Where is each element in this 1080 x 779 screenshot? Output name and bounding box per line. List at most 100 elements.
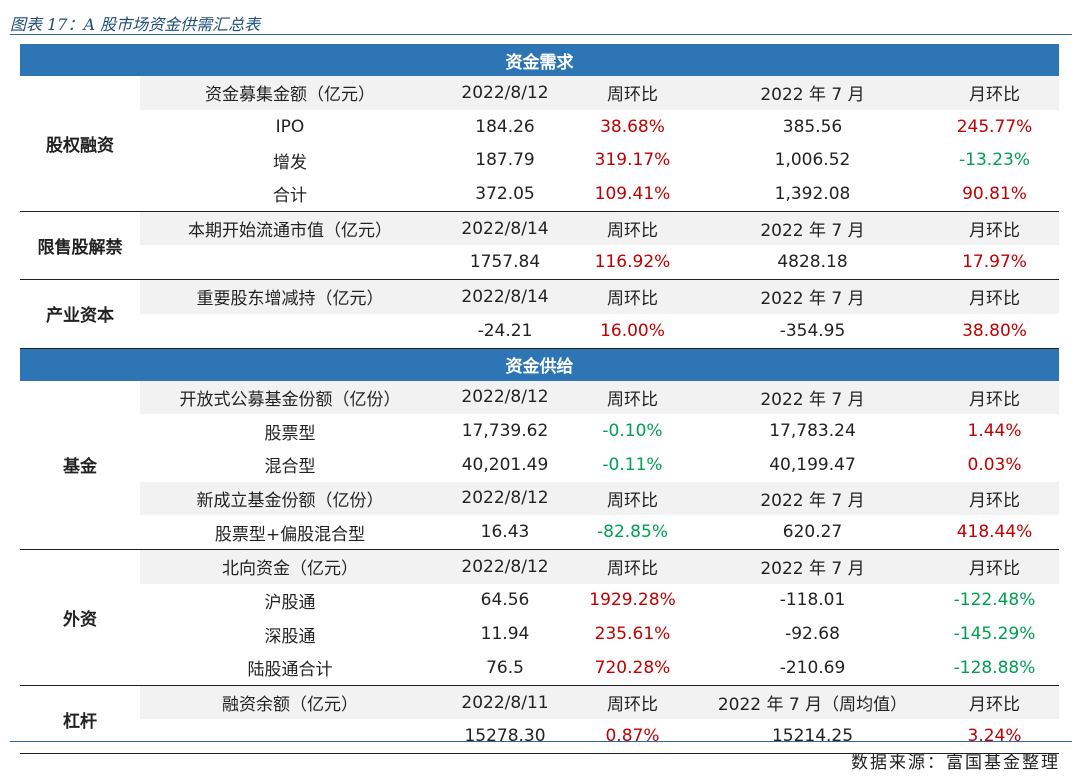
column-header-cell: 月环比	[930, 481, 1060, 516]
table-cell: 15278.30	[440, 719, 570, 755]
group-label: 股权融资	[20, 76, 140, 212]
table-cell: -128.88%	[930, 651, 1060, 686]
section-heading: 资金需求	[20, 44, 1060, 76]
table-row: 股票型+偏股混合型 16.43 -82.85% 620.27 418.44%	[20, 515, 1060, 550]
table-row: -24.21 16.00% -354.95 38.80%	[20, 313, 1060, 349]
column-header-cell: 周环比	[570, 380, 695, 415]
table-cell: 17,739.62	[461, 421, 549, 442]
subheader-row: 外资 北向资金（亿元） 2022/8/12 周环比 2022 年 7 月月环比	[20, 549, 1060, 686]
table-cell: 增发	[273, 152, 307, 173]
table-cell: 418.44%	[930, 515, 1060, 550]
column-header-cell: 月环比	[930, 549, 1060, 584]
table-cell: 40,199.47	[769, 454, 856, 475]
column-header-cell: 2022 年 7 月	[695, 380, 930, 415]
column-header-cell: 2022 年 7 月	[695, 481, 930, 516]
table-row: 1757.84 116.92% 4828.18 17.97%	[20, 245, 1060, 281]
column-header-cell: 2022 年 7 月（周均值）	[695, 685, 930, 720]
table-row: 增发 187.79 319.17% 1,006.52 -13.23%	[20, 143, 1059, 177]
table-cell: 股票型	[264, 423, 316, 444]
column-header-cell: 2022/8/12	[440, 549, 570, 584]
table-cell: 1,006.52	[774, 150, 851, 171]
table-cell: 17,783.24	[769, 421, 856, 442]
figure-title: 图表 17：A 股市场资金供需汇总表	[10, 15, 261, 34]
table-cell: 187.79	[475, 150, 535, 171]
table-cell: 620.27	[695, 515, 930, 550]
table-cell: 76.5	[440, 651, 570, 686]
table-cell: 116.92%	[570, 245, 695, 281]
table-cell: 合计	[140, 177, 440, 212]
group-label: 基金	[20, 380, 140, 550]
column-header-cell: 2022/8/12	[440, 76, 570, 110]
column-header-cell: 周环比	[570, 481, 695, 516]
subheader-row: 基金 开放式公募基金份额（亿份） 2022/8/12 周环比 2022 年 7 月月环比	[20, 380, 1060, 550]
table-cell: IPO	[275, 116, 305, 137]
table-cell: 245.77%	[956, 116, 1033, 137]
table-cell: -210.69	[695, 651, 930, 686]
table-cell: 混合型	[264, 457, 316, 478]
table-cell: 319.17%	[594, 150, 671, 171]
table-cell: -82.85%	[570, 515, 695, 550]
subheader-row: 杠杆 融资余额（亿元） 2022/8/11 周环比 2022 年 7 月（周均值） 月环比	[20, 685, 1060, 755]
table-cell: 64.56	[480, 590, 530, 611]
table-cell: 16.00%	[570, 313, 695, 349]
column-header-cell: 2022 年 7 月	[695, 549, 930, 584]
column-header-cell: 重要股东增减持（亿元）	[140, 279, 440, 314]
title-bar: 图表 17：A 股市场资金供需汇总表	[10, 8, 1072, 35]
section-heading: 资金供给	[20, 348, 1060, 381]
column-header-cell: 2022/8/14	[440, 279, 570, 314]
table-cell: -0.10%	[602, 421, 663, 442]
table-cell: 4828.18	[695, 245, 930, 281]
subheader-row: 产业资本 重要股东增减持（亿元） 2022/8/14 周环比 2022 年 7 月月环比	[20, 279, 1060, 349]
table-row: 合计 372.05 109.41% 1,392.08 90.81%	[20, 177, 1060, 212]
column-header-cell: 月环比	[930, 279, 1060, 314]
column-header-cell: 月环比	[930, 76, 1060, 110]
table-cell: 1.44%	[967, 421, 1022, 442]
table-cell: 17.97%	[930, 245, 1060, 281]
column-header-cell: 资金募集金额（亿元）	[140, 76, 440, 110]
table-cell: 1757.84	[440, 245, 570, 281]
table-cell: -122.48%	[953, 590, 1036, 611]
table-cell: 38.80%	[930, 313, 1060, 349]
table-cell: -24.21	[440, 313, 570, 349]
table-cell: -92.68	[785, 624, 840, 645]
column-header-cell: 周环比	[570, 211, 695, 246]
column-header-cell: 月环比	[930, 211, 1060, 246]
table-row: 沪股通 64.56 1929.28% -118.01 -122.48%	[20, 584, 1059, 618]
column-header-cell: 2022/8/12	[440, 380, 570, 415]
section-header-row: 资金需求	[20, 44, 1060, 76]
table-cell: 深股通	[264, 626, 316, 647]
bottom-rule	[10, 741, 1072, 742]
column-header-cell: 月环比	[930, 685, 1060, 720]
column-header-cell: 2022 年 7 月	[695, 211, 930, 246]
column-header-cell: 周环比	[570, 76, 695, 110]
column-header-cell: 新成立基金份额（亿份）	[140, 481, 440, 516]
column-header-cell: 融资余额（亿元）	[140, 685, 440, 720]
group-label: 限售股解禁	[20, 211, 140, 281]
group-label: 产业资本	[20, 279, 140, 349]
table-row: 股票型 17,739.62 -0.10% 17,783.24 1.44%	[20, 414, 1059, 448]
table-cell: 38.68%	[600, 116, 665, 137]
table-cell: -145.29%	[953, 624, 1036, 645]
table-cell: -13.23%	[959, 150, 1030, 171]
table-cell: 11.94	[480, 624, 530, 645]
subheader-row: 新成立基金份额（亿份） 2022/8/12 周环比 2022 年 7 月月环比	[20, 481, 1060, 516]
column-header-cell: 月环比	[930, 380, 1060, 415]
table-cell: 1929.28%	[589, 590, 676, 611]
group-label: 杠杆	[20, 685, 140, 755]
table-row: 陆股通合计 76.5 720.28% -210.69 -128.88%	[20, 651, 1060, 686]
table-cell: 陆股通合计	[140, 651, 440, 686]
column-header-cell: 本期开始流通市值（亿元）	[140, 211, 440, 246]
table-cell: -118.01	[779, 590, 846, 611]
table-cell	[140, 719, 440, 755]
table-cell: 股票型+偏股混合型	[140, 515, 440, 550]
source-note: 数据来源：富国基金整理	[851, 753, 1060, 773]
table-row: 深股通 11.94 235.61% -92.68 -145.29%	[20, 617, 1059, 651]
table-cell: 235.61%	[594, 624, 671, 645]
table-cell: 40,201.49	[461, 454, 549, 475]
table-cell: 0.87%	[570, 719, 695, 755]
table-cell	[140, 313, 440, 349]
group-label: 外资	[20, 549, 140, 686]
table-row: 混合型 40,201.49 -0.11% 40,199.47 0.03%	[20, 448, 1059, 482]
table-cell: 沪股通	[264, 592, 316, 613]
column-header-cell: 开放式公募基金份额（亿份）	[140, 380, 440, 415]
